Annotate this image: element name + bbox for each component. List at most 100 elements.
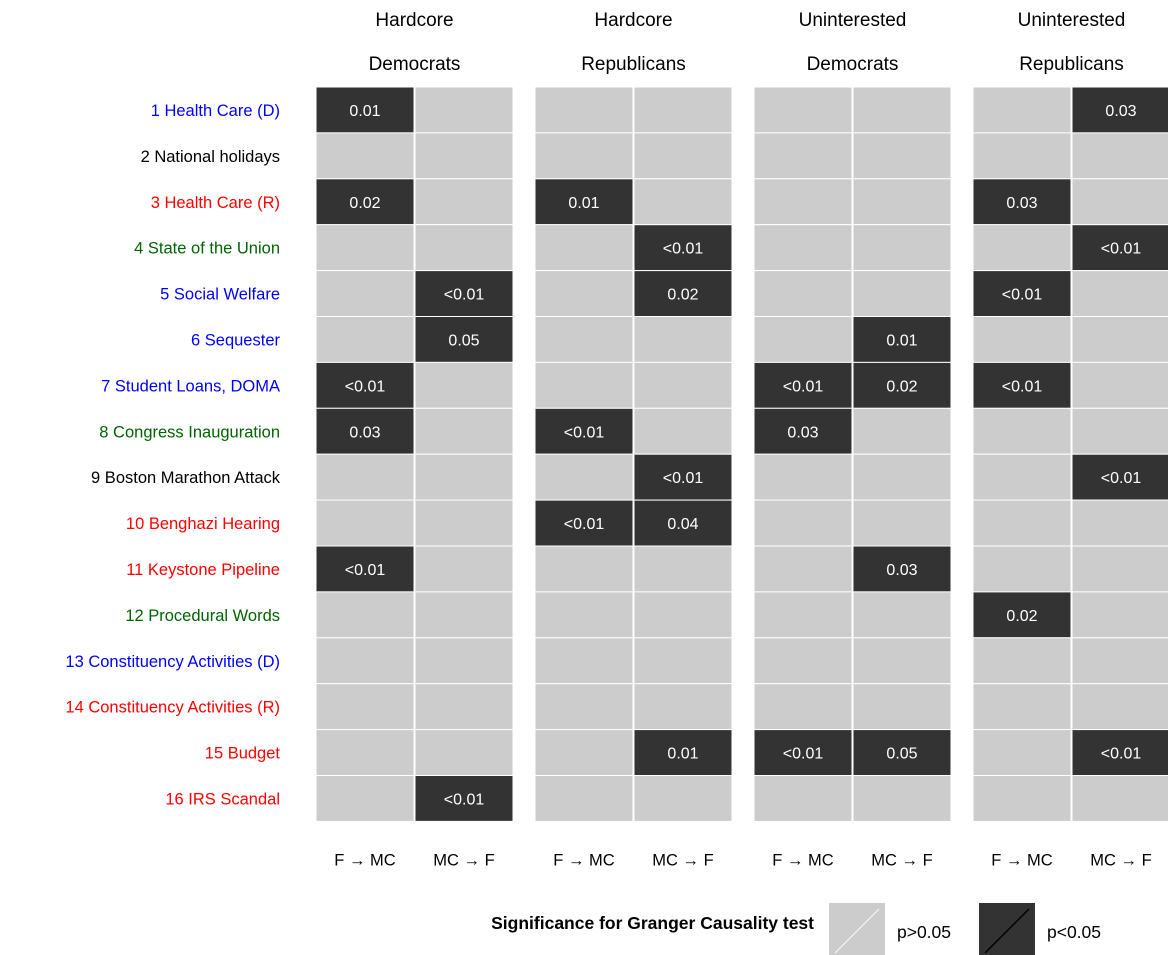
heatmap-cell bbox=[1071, 270, 1168, 318]
heatmap-cell bbox=[972, 224, 1072, 272]
row-label: 11 Keystone Pipeline bbox=[126, 561, 280, 579]
heatmap-cell bbox=[972, 316, 1072, 363]
heatmap-cell bbox=[414, 683, 514, 731]
heatmap-cell-significant bbox=[315, 407, 415, 455]
cell-value-label: 0.03 bbox=[886, 562, 917, 579]
heatmap-cell bbox=[852, 683, 952, 731]
heatmap-cell bbox=[972, 683, 1072, 731]
cell-value-label: <0.01 bbox=[345, 378, 386, 395]
cell-value-label: <0.01 bbox=[1101, 241, 1142, 258]
heatmap-cell-significant bbox=[753, 729, 853, 776]
heatmap-cell bbox=[534, 683, 634, 731]
heatmap-cell bbox=[1071, 132, 1168, 180]
heatmap-cell bbox=[633, 683, 733, 731]
facet-title-line2: Democrats bbox=[807, 54, 899, 75]
heatmap-cell bbox=[534, 729, 634, 776]
heatmap-cell bbox=[534, 224, 634, 272]
heatmap-cell bbox=[414, 453, 514, 501]
row-label: 15 Budget bbox=[205, 745, 281, 763]
column-label: F → MC bbox=[772, 851, 833, 869]
cell-value-label: 0.03 bbox=[349, 424, 380, 441]
heatmap-cell bbox=[972, 453, 1072, 501]
cell-value-label: 0.01 bbox=[667, 746, 698, 763]
cell-value-label: <0.01 bbox=[663, 241, 704, 258]
heatmap-cell bbox=[534, 132, 634, 180]
heatmap-cell bbox=[1071, 316, 1168, 363]
heatmap-cell bbox=[753, 637, 853, 685]
heatmap-cell bbox=[315, 316, 415, 363]
column-label: F → MC bbox=[991, 851, 1052, 869]
cell-value-label: 0.02 bbox=[349, 195, 380, 212]
heatmap-cell-significant bbox=[633, 270, 733, 318]
heatmap-cell bbox=[414, 178, 514, 226]
row-label: 3 Health Care (R) bbox=[151, 194, 280, 212]
heatmap-cell bbox=[1071, 545, 1168, 593]
cell-value-label: 0.01 bbox=[349, 103, 380, 120]
row-label: 13 Constituency Activities (D) bbox=[65, 653, 280, 671]
cell-value-label: 0.03 bbox=[1006, 195, 1037, 212]
cell-value-label: <0.01 bbox=[444, 287, 485, 304]
heatmap-cell bbox=[414, 637, 514, 685]
cell-value-label: 0.05 bbox=[886, 746, 917, 763]
heatmap-cell bbox=[414, 545, 514, 593]
heatmap-cell-significant bbox=[753, 407, 853, 455]
heatmap-cell-significant bbox=[315, 361, 415, 409]
heatmap-cell bbox=[753, 591, 853, 639]
column-label: F → MC bbox=[553, 851, 614, 869]
heatmap-cell bbox=[414, 729, 514, 776]
legend-item-label: p>0.05 bbox=[897, 922, 951, 942]
heatmap-cell bbox=[534, 775, 634, 822]
heatmap-cell bbox=[633, 591, 733, 639]
row-label: 12 Procedural Words bbox=[125, 607, 280, 625]
heatmap-cell bbox=[414, 591, 514, 639]
cell-value-label: 0.01 bbox=[886, 332, 917, 349]
heatmap-cell bbox=[753, 86, 853, 134]
heatmap-cell-significant bbox=[1071, 453, 1168, 501]
heatmap-cell bbox=[534, 316, 634, 363]
facet-title-line2: Republicans bbox=[1019, 54, 1124, 75]
heatmap-cell bbox=[315, 775, 415, 822]
column-label: F → MC bbox=[334, 851, 395, 869]
row-label: 6 Sequester bbox=[191, 331, 280, 349]
heatmap-cell bbox=[414, 407, 514, 455]
heatmap-cell bbox=[315, 729, 415, 776]
heatmap-cell bbox=[753, 683, 853, 731]
heatmap-cell bbox=[852, 453, 952, 501]
row-label: 1 Health Care (D) bbox=[151, 102, 280, 120]
facet-title-line1: Uninterested bbox=[1018, 10, 1126, 31]
heatmap-cell bbox=[315, 637, 415, 685]
heatmap-cell-significant bbox=[972, 591, 1072, 639]
heatmap-cell bbox=[972, 499, 1072, 547]
heatmap-cell bbox=[315, 591, 415, 639]
cell-value-label: 0.02 bbox=[886, 378, 917, 395]
column-label: MC → F bbox=[433, 851, 494, 869]
heatmap-cell-significant bbox=[852, 316, 952, 363]
heatmap-cell bbox=[852, 178, 952, 226]
row-label: 14 Constituency Activities (R) bbox=[65, 699, 280, 717]
heatmap-cell bbox=[315, 132, 415, 180]
heatmap-cell-significant bbox=[1071, 224, 1168, 272]
heatmap-cell bbox=[972, 132, 1072, 180]
heatmap-cell bbox=[633, 86, 733, 134]
heatmap-cell bbox=[852, 407, 952, 455]
row-label: 2 National holidays bbox=[141, 148, 280, 166]
heatmap-cell-significant bbox=[315, 86, 415, 134]
facet-title-line1: Hardcore bbox=[375, 10, 453, 31]
heatmap-cell-significant bbox=[633, 453, 733, 501]
column-label: MC → F bbox=[1090, 851, 1151, 869]
cell-value-label: <0.01 bbox=[1002, 378, 1043, 395]
heatmap-cell bbox=[633, 316, 733, 363]
heatmap-cell bbox=[852, 775, 952, 822]
heatmap-cell bbox=[753, 270, 853, 318]
heatmap-cell bbox=[534, 637, 634, 685]
cell-value-label: 0.02 bbox=[1006, 608, 1037, 625]
heatmap-cell bbox=[753, 775, 853, 822]
heatmap-cell bbox=[852, 224, 952, 272]
heatmap-cell-significant bbox=[852, 729, 952, 776]
heatmap-cell bbox=[972, 729, 1072, 776]
heatmap-cell bbox=[315, 453, 415, 501]
heatmap-cell bbox=[315, 224, 415, 272]
heatmap-cell bbox=[315, 499, 415, 547]
heatmap-cell-significant bbox=[1071, 86, 1168, 134]
